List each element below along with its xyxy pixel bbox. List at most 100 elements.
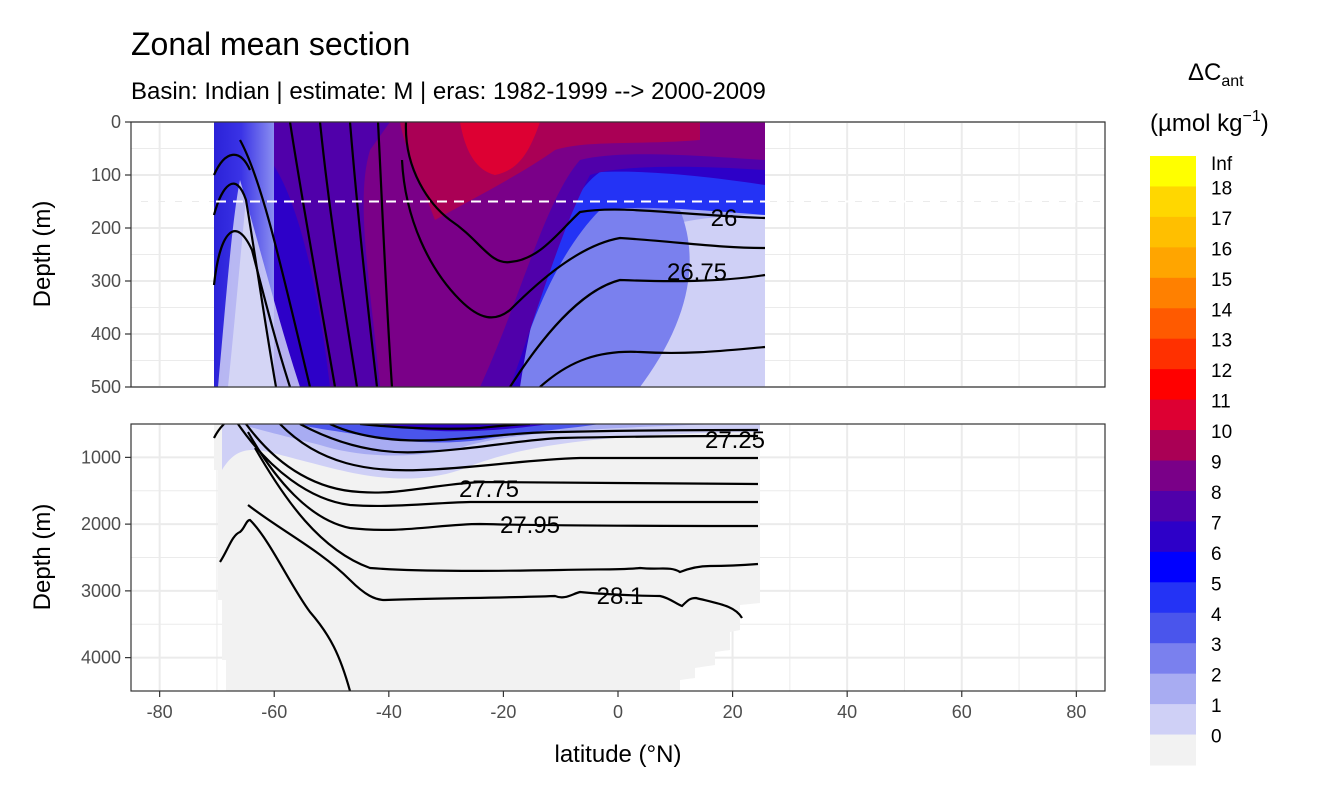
- legend-label: Inf: [1211, 154, 1233, 175]
- top-contour-line: [212, 230, 292, 387]
- legend-swatch: [1150, 460, 1196, 492]
- bottom-panel-field: [213, 424, 760, 691]
- top-contour-line: [318, 122, 359, 387]
- x-tick-label: 80: [1066, 702, 1086, 722]
- top-contour-line: [404, 122, 766, 264]
- x-tick-label: 60: [952, 702, 972, 722]
- bottom-contour-line: [299, 424, 759, 454]
- x-tick-label: 20: [723, 702, 743, 722]
- top-contour-line: [376, 122, 394, 387]
- y-tick-label: 4000: [81, 648, 121, 668]
- chart-title: Zonal mean section: [131, 26, 410, 62]
- x-axis: -80 -60 -40 -20 0 20 40 60 80: [147, 691, 1086, 722]
- bottom-panel: 27.25 27.75 27.95 28.1 1000200030004000 …: [29, 423, 1106, 692]
- legend-label: 9: [1211, 453, 1222, 474]
- colorbar-legend: ΔCant (µmol kg−1) Inf1817161514131211109…: [1150, 59, 1269, 766]
- legend-swatch: [1150, 704, 1196, 736]
- chart-subtitle: Basin: Indian | estimate: M | eras: 1982…: [131, 78, 766, 105]
- legend-label: 15: [1211, 270, 1232, 291]
- legend-swatch: [1150, 551, 1196, 583]
- legend-swatch: [1150, 521, 1196, 553]
- legend-swatch: [1150, 338, 1196, 370]
- top-contour-line: [400, 159, 766, 319]
- bottom-contour-line: [329, 424, 759, 442]
- legend-unit-close: ): [1261, 110, 1269, 137]
- legend-label: 11: [1211, 392, 1231, 413]
- top-panel: 26 26.75 0 100 200 300 400 500 Depth (m): [29, 112, 1106, 397]
- x-tick-label: -60: [261, 702, 287, 722]
- legend-swatch: [1150, 490, 1196, 522]
- top-panel-field: [212, 122, 766, 387]
- y-tick-label: 200: [91, 218, 121, 238]
- legend-title: ΔCant: [1188, 59, 1244, 90]
- contour-label-27-25: 27.25: [705, 427, 765, 454]
- top-contour-line: [288, 122, 337, 387]
- top-contour-line: [348, 122, 379, 387]
- legend-swatch: [1150, 734, 1196, 766]
- legend-swatch: [1150, 247, 1196, 279]
- bottom-contour-line: [245, 424, 759, 494]
- legend-swatch: [1150, 399, 1196, 431]
- bottom-y-axis-title: Depth (m): [29, 504, 56, 611]
- bottom-y-axis: 1000 2000 3000 4000: [81, 447, 131, 668]
- legend-label: 4: [1211, 605, 1222, 626]
- y-tick-label: 1000: [81, 447, 121, 467]
- bottom-contour-line: [254, 447, 759, 574]
- y-tick-label: 100: [91, 165, 121, 185]
- bottom-contour-line: [279, 424, 758, 472]
- legend-swatch: [1150, 277, 1196, 309]
- bottom-contour-line: [219, 518, 352, 691]
- legend-swatch: [1150, 308, 1196, 340]
- legend-label: 14: [1211, 300, 1233, 321]
- contour-label-26: 26: [711, 205, 738, 232]
- legend-label: 12: [1211, 361, 1232, 382]
- top-contour-line: [239, 139, 312, 387]
- x-tick-label: 40: [837, 702, 857, 722]
- top-contour-line: [509, 273, 766, 387]
- bottom-contour-line: [237, 424, 758, 508]
- legend-swatch: [1150, 156, 1196, 188]
- legend-label: 13: [1211, 331, 1232, 352]
- legend-title-subscript: ant: [1221, 73, 1244, 90]
- legend-swatch: [1150, 612, 1196, 644]
- bottom-contour-line: [247, 431, 759, 532]
- top-y-axis-title: Depth (m): [29, 201, 56, 308]
- x-tick-label: 0: [613, 702, 623, 722]
- legend-label: 17: [1211, 209, 1232, 230]
- top-density-contours: [212, 122, 766, 387]
- top-contour-line: [539, 345, 766, 387]
- legend-label: 7: [1211, 513, 1222, 534]
- legend-swatch: [1150, 186, 1196, 218]
- legend-swatch: [1150, 216, 1196, 248]
- bottom-density-contours: [213, 424, 759, 691]
- y-tick-label: 300: [91, 271, 121, 291]
- legend-unit-main: (µmol kg: [1150, 110, 1243, 137]
- top-panel-border: [130, 121, 1106, 388]
- legend-swatch: [1150, 430, 1196, 462]
- x-tick-label: -20: [490, 702, 516, 722]
- legend-title-main: ΔC: [1188, 59, 1221, 86]
- y-tick-label: 3000: [81, 581, 121, 601]
- y-tick-label: 400: [91, 324, 121, 344]
- top-y-axis: 0 100 200 300 400 500: [91, 112, 131, 397]
- legend-label: 5: [1211, 574, 1222, 595]
- bottom-contour-line: [247, 504, 743, 619]
- legend-swatch: [1150, 643, 1196, 675]
- legend-label: 10: [1211, 422, 1232, 443]
- legend-label: 2: [1211, 666, 1222, 687]
- legend-label: 18: [1211, 178, 1232, 199]
- field-bottom-gray: [214, 424, 760, 691]
- legend-label: 8: [1211, 483, 1222, 504]
- legend-swatch: [1150, 582, 1196, 614]
- field-bottom-blue-band: [300, 424, 600, 443]
- legend-label: 3: [1211, 635, 1222, 656]
- legend-swatch: [1150, 673, 1196, 705]
- contour-label-27-75: 27.75: [459, 476, 519, 503]
- top-contour-line: [212, 153, 252, 176]
- legend-label: 16: [1211, 239, 1232, 260]
- y-tick-label: 500: [91, 377, 121, 397]
- contour-label-28-1: 28.1: [597, 583, 644, 610]
- y-tick-label: 0: [111, 112, 121, 132]
